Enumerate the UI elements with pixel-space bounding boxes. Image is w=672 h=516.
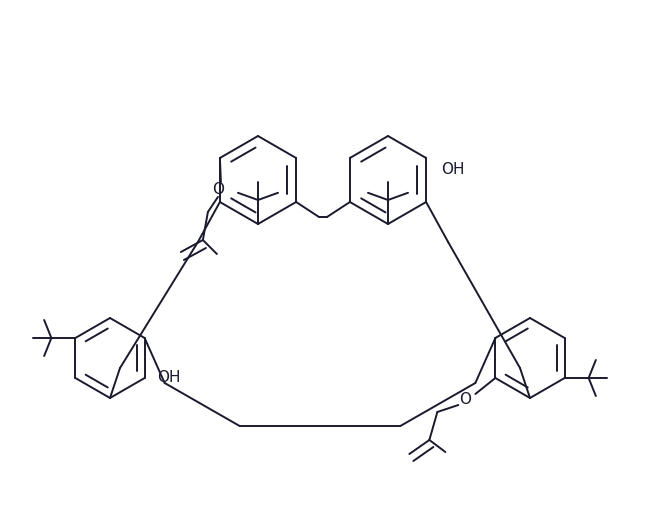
Text: O: O (212, 183, 224, 198)
Text: O: O (460, 393, 471, 408)
Text: OH: OH (157, 370, 180, 385)
Text: OH: OH (441, 163, 464, 178)
